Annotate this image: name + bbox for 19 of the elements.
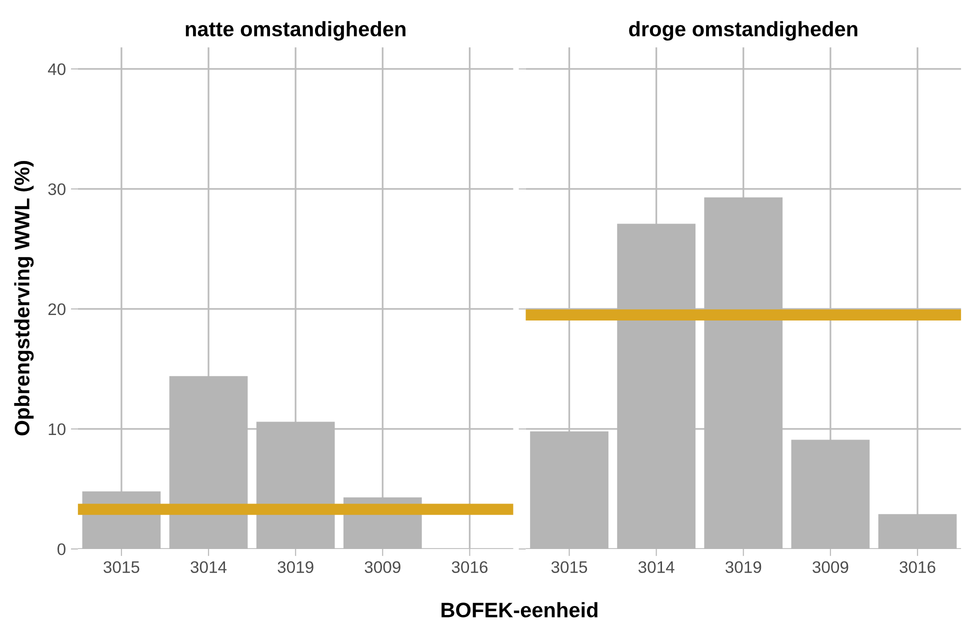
y-tick-label: 0 bbox=[58, 543, 66, 556]
x-tick-label: 3016 bbox=[900, 561, 936, 574]
chart-title: droge omstandigheden bbox=[629, 21, 858, 41]
y-tick-label: 10 bbox=[48, 423, 66, 436]
x-tick-label: 3009 bbox=[812, 561, 848, 574]
y-tick-label: 30 bbox=[48, 183, 66, 196]
y-axis-title: Opbrengstderving WWL (%) bbox=[14, 161, 34, 436]
x-tick-label: 3016 bbox=[452, 561, 488, 574]
x-tick-label: 3019 bbox=[278, 561, 314, 574]
x-tick-label: 3014 bbox=[638, 561, 674, 574]
y-tick-label: 20 bbox=[48, 303, 66, 316]
y-tick-label: 40 bbox=[48, 63, 66, 76]
chart-title: natte omstandigheden bbox=[186, 21, 406, 41]
x-tick-label: 3015 bbox=[551, 561, 588, 574]
x-tick-label: 3019 bbox=[725, 561, 762, 574]
x-tick-label: 3015 bbox=[104, 561, 140, 574]
x-tick-label: 3014 bbox=[190, 561, 227, 574]
x-tick-label: 3009 bbox=[364, 561, 400, 574]
x-axis-title: BOFEK-eenheid bbox=[442, 602, 598, 618]
